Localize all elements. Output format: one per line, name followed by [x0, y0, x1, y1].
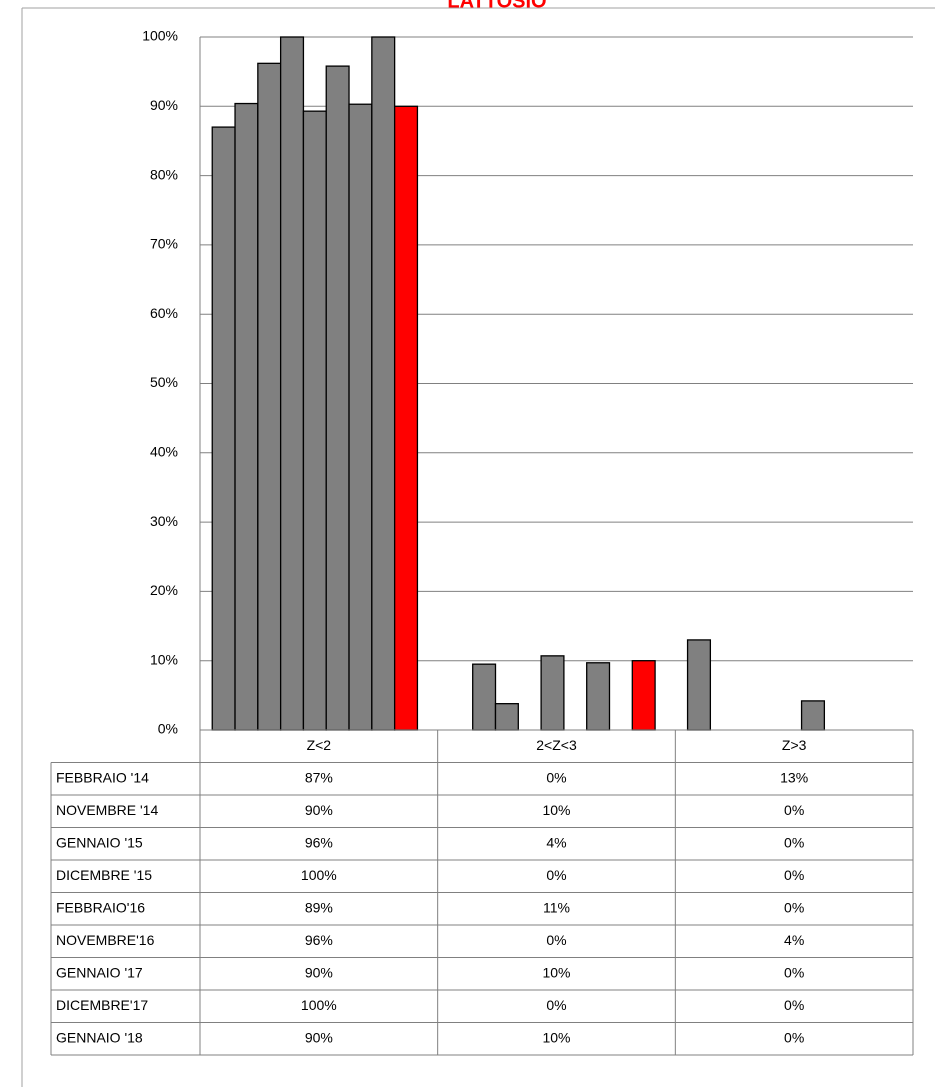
bar [257, 62, 282, 731]
data-label: 90% [305, 1029, 333, 1045]
bar [211, 126, 236, 731]
chart-title: LATTOSIO [447, 0, 546, 12]
bar [348, 103, 373, 731]
data-label: 0% [784, 802, 804, 818]
y-tick-label: 70% [150, 236, 178, 252]
y-tick-label: 20% [150, 582, 178, 598]
x-tick-label: Z>3 [782, 737, 807, 753]
bar [472, 663, 497, 731]
data-label: 100% [301, 997, 337, 1013]
bar [686, 639, 712, 731]
bar [325, 65, 350, 731]
data-label: 10% [542, 964, 570, 980]
data-label: 0% [784, 834, 804, 850]
bar [540, 655, 565, 731]
data-label: 96% [305, 834, 333, 850]
data-label: 87% [305, 769, 333, 785]
data-label: 4% [784, 932, 804, 948]
data-label: 0% [784, 1029, 804, 1045]
y-tick-label: 100% [142, 28, 178, 44]
x-tick-label: 2<Z<3 [536, 737, 577, 753]
data-label: 89% [305, 899, 333, 915]
data-label: 0% [546, 997, 566, 1013]
y-tick-label: 40% [150, 444, 178, 460]
legend-label: FEBBRAIO '14 [56, 769, 149, 785]
bar [800, 700, 826, 731]
data-label: 0% [784, 899, 804, 915]
data-label: 13% [780, 769, 808, 785]
legend-label: GENNAIO '15 [56, 834, 143, 850]
data-label: 0% [546, 867, 566, 883]
data-label: 90% [305, 802, 333, 818]
data-label: 0% [784, 997, 804, 1013]
legend-label: DICEMBRE'17 [56, 997, 148, 1013]
legend-label: NOVEMBRE '14 [56, 802, 158, 818]
data-label: 90% [305, 964, 333, 980]
data-label: 4% [546, 834, 566, 850]
legend-label: GENNAIO '18 [56, 1029, 143, 1045]
bar [234, 102, 259, 731]
bar [494, 703, 519, 731]
bar [371, 36, 396, 731]
y-tick-label: 30% [150, 513, 178, 529]
bar [631, 660, 656, 731]
data-label: 10% [542, 802, 570, 818]
legend-label: DICEMBRE '15 [56, 867, 152, 883]
y-tick-label: 50% [150, 374, 178, 390]
y-tick-label: 60% [150, 305, 178, 321]
bar [393, 105, 419, 731]
y-tick-label: 10% [150, 651, 178, 667]
data-label: 0% [546, 769, 566, 785]
data-label: 0% [784, 867, 804, 883]
y-tick-label: 80% [150, 166, 178, 182]
y-tick-label: 90% [150, 97, 178, 113]
y-tick-label: 0% [158, 721, 178, 737]
bar [279, 36, 305, 731]
legend-label: FEBBRAIO'16 [56, 899, 145, 915]
x-tick-label: Z<2 [307, 737, 332, 753]
legend-label: NOVEMBRE'16 [56, 932, 155, 948]
data-label: 100% [301, 867, 337, 883]
data-label: 0% [784, 964, 804, 980]
data-label: 0% [546, 932, 566, 948]
data-label: 96% [305, 932, 333, 948]
data-label: 10% [542, 1029, 570, 1045]
bar [302, 110, 327, 731]
legend-label: GENNAIO '17 [56, 964, 143, 980]
data-label: 11% [543, 899, 570, 915]
bar [586, 662, 611, 731]
